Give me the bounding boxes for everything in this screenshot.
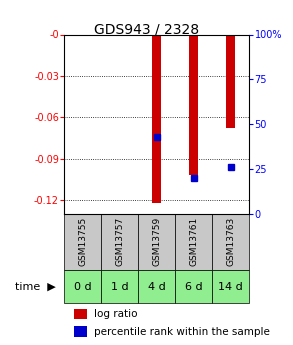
Bar — [74, 308, 87, 319]
Bar — [175, 270, 212, 303]
Text: 4 d: 4 d — [148, 282, 166, 292]
Bar — [138, 270, 175, 303]
Text: GDS943 / 2328: GDS943 / 2328 — [94, 22, 199, 37]
Bar — [138, 214, 175, 270]
Text: time  ▶: time ▶ — [15, 282, 56, 292]
Bar — [74, 326, 87, 337]
Bar — [64, 270, 101, 303]
Text: 1 d: 1 d — [111, 282, 129, 292]
Text: GSM13761: GSM13761 — [189, 217, 198, 266]
Text: log ratio: log ratio — [94, 309, 137, 319]
Text: 0 d: 0 d — [74, 282, 92, 292]
Text: GSM13759: GSM13759 — [152, 217, 161, 266]
Text: 14 d: 14 d — [218, 282, 243, 292]
Bar — [64, 214, 101, 270]
Text: GSM13763: GSM13763 — [226, 217, 235, 266]
Text: GSM13757: GSM13757 — [115, 217, 124, 266]
Bar — [212, 270, 249, 303]
Bar — [175, 214, 212, 270]
Bar — [101, 214, 138, 270]
Bar — [226, 34, 235, 128]
Bar — [101, 270, 138, 303]
Bar — [189, 34, 198, 175]
Text: GSM13755: GSM13755 — [79, 217, 87, 266]
Text: percentile rank within the sample: percentile rank within the sample — [94, 327, 270, 337]
Text: 6 d: 6 d — [185, 282, 202, 292]
Bar — [152, 34, 161, 203]
Bar — [212, 214, 249, 270]
